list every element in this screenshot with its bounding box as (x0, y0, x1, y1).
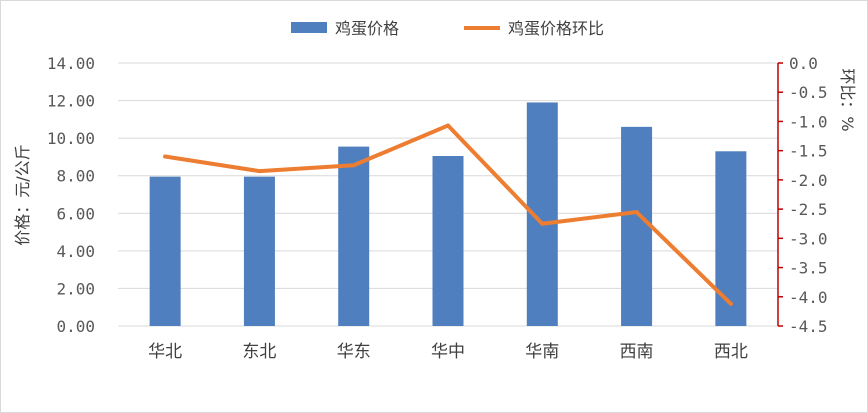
left-tick-label: 12.00 (47, 92, 95, 111)
left-tick-label: 6.00 (56, 204, 95, 223)
line-point-华北 (163, 154, 168, 159)
left-tick-label: 14.00 (47, 54, 95, 73)
line-point-东北 (257, 169, 262, 174)
left-axis-ticks: 14.00 12.00 10.00 8.00 6.00 4.00 2.00 0.00 (47, 54, 95, 336)
line-point-华中 (446, 123, 450, 128)
bar-东北 (243, 176, 275, 326)
right-tick-label: -1.0 (789, 112, 828, 131)
category-label: 华东 (337, 342, 371, 362)
category-label: 东北 (242, 342, 276, 362)
chart-legend: 鸡蛋价格 鸡蛋价格环比 (291, 19, 604, 38)
right-tick-label: -0.5 (789, 83, 828, 102)
left-axis-title: 价格：元/公斤 (13, 144, 32, 245)
right-axis-title: 环比：% (838, 68, 857, 131)
category-label: 华北 (148, 342, 182, 362)
category-label: 华中 (431, 342, 465, 362)
bar-华中 (432, 155, 464, 326)
bar-series (149, 102, 747, 326)
right-tick-label: -3.0 (789, 229, 828, 248)
bar-华东 (338, 146, 370, 326)
category-axis: 华北 东北 华东 华中 华南 西南 西北 (148, 342, 748, 362)
right-tick-label: -4.5 (789, 317, 828, 336)
legend-swatch-bar (291, 22, 327, 33)
right-tick-label: -2.5 (789, 200, 828, 219)
left-tick-label: 0.00 (56, 317, 95, 336)
right-tick-label: -3.5 (789, 259, 828, 278)
category-label: 西北 (714, 342, 748, 362)
right-tick-label: 0.0 (789, 54, 818, 73)
right-axis-ticks: 0.0 -0.5 -1.0 -1.5 -2.0 -2.5 -3.0 -3.5 -4.0 -4.5 (777, 54, 828, 336)
right-tick-label: -1.5 (789, 142, 828, 161)
right-tick-label: -4.0 (789, 288, 828, 307)
left-tick-label: 10.00 (47, 129, 95, 148)
left-tick-label: 4.00 (56, 242, 95, 261)
line-point-西南 (634, 210, 639, 215)
legend-label-line: 鸡蛋价格环比 (508, 19, 604, 38)
category-label: 西南 (620, 342, 654, 362)
bar-西北 (715, 151, 747, 326)
left-tick-label: 8.00 (56, 167, 95, 186)
bar-西南 (621, 126, 653, 326)
left-tick-label: 2.00 (56, 279, 95, 298)
legend-label-bar: 鸡蛋价格 (335, 19, 399, 38)
right-tick-label: -2.0 (789, 171, 828, 190)
bar-华北 (149, 176, 181, 326)
category-label: 华南 (525, 342, 559, 362)
line-point-西北 (728, 301, 733, 306)
line-point-华东 (351, 163, 356, 168)
line-series (163, 123, 733, 306)
line-point-华南 (540, 221, 545, 226)
